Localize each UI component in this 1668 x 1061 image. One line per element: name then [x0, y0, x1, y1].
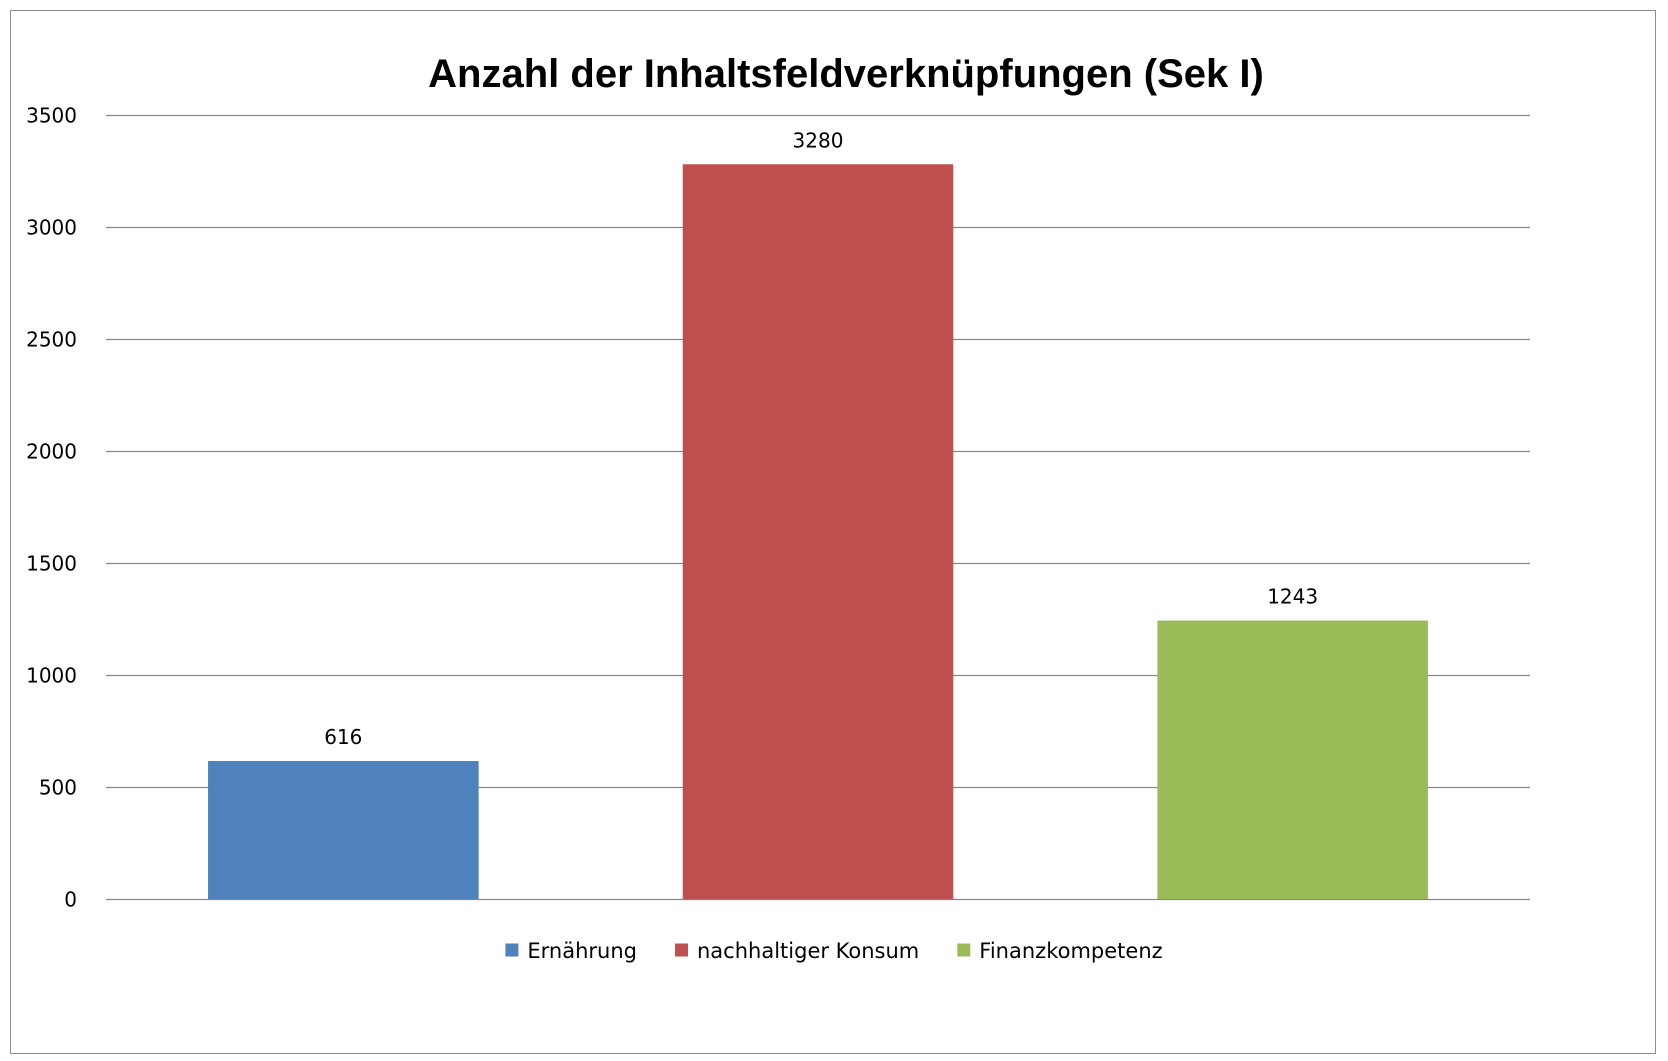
bar-chart: Anzahl der Inhaltsfeldverknüpfungen (Sek…	[26, 52, 1530, 963]
legend-item: Finanzkompetenz	[957, 939, 1163, 963]
y-tick-label: 3000	[26, 216, 77, 240]
bar	[682, 164, 954, 899]
y-tick-label: 500	[39, 776, 77, 800]
bars	[208, 164, 1428, 899]
legend: Ernährung nachhaltiger Konsum Finanzkompet…	[505, 939, 1163, 963]
bar	[1157, 620, 1428, 899]
chart-frame: Anzahl der Inhaltsfeldverknüpfungen (Sek…	[10, 10, 1656, 1054]
y-tick-label: 1000	[26, 664, 77, 688]
bar	[208, 761, 479, 899]
legend-item: Ernährung	[505, 939, 637, 963]
y-tick-label: 3500	[26, 104, 77, 128]
y-tick-label: 0	[64, 888, 77, 912]
y-tick-label: 1500	[26, 552, 77, 576]
data-label: 616	[324, 725, 362, 749]
legend-label: Finanzkompetenz	[979, 939, 1162, 963]
legend-label: nachhaltiger Konsum	[697, 939, 919, 963]
data-label: 3280	[793, 128, 844, 152]
legend-item: nachhaltiger Konsum	[675, 939, 919, 963]
legend-swatch	[675, 943, 688, 957]
legend-swatch	[957, 943, 971, 957]
chart-title: Anzahl der Inhaltsfeldverknüpfungen (Sek…	[428, 52, 1264, 96]
legend-label: Ernährung	[527, 939, 637, 963]
y-tick-label: 2500	[26, 328, 77, 352]
legend-swatch	[505, 943, 519, 957]
data-label: 1243	[1267, 585, 1318, 609]
y-tick-label: 2000	[26, 440, 77, 464]
data-labels: 616 3280 1243	[324, 128, 1318, 749]
y-axis-ticks: 0 500 1000 1500 2000 2500 3000 3500	[26, 104, 77, 912]
